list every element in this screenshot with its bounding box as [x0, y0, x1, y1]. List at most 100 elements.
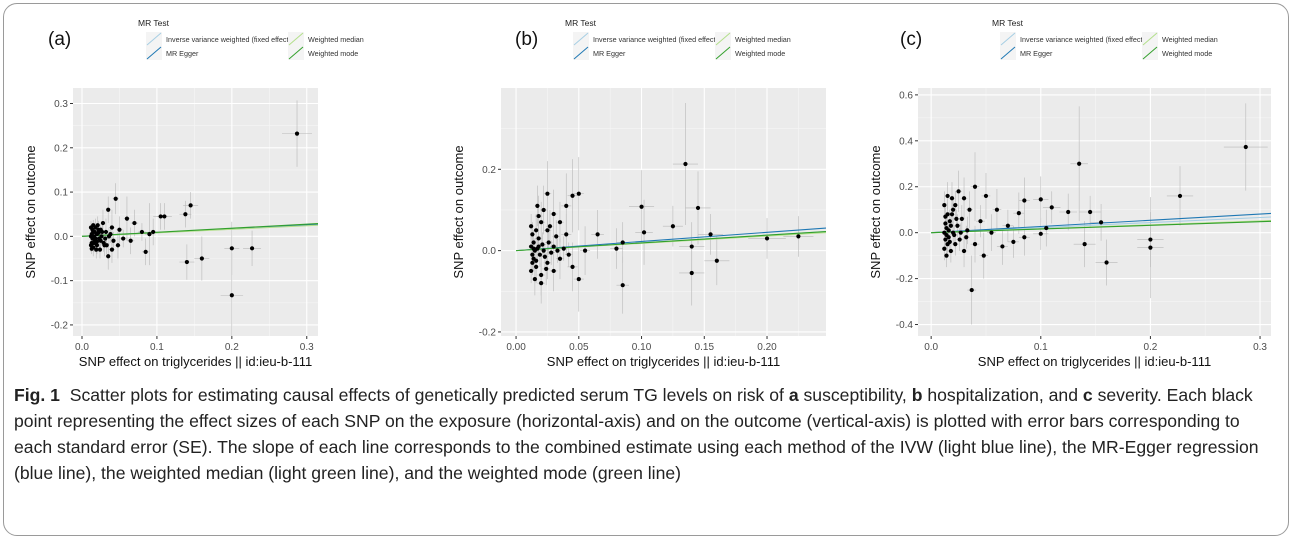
data-point	[620, 240, 625, 245]
data-point	[595, 232, 600, 237]
data-point	[532, 276, 537, 282]
data-point	[554, 234, 559, 239]
y-tick-label: 0.4	[899, 136, 913, 147]
data-point	[97, 236, 102, 241]
data-point	[549, 250, 554, 255]
data-point	[570, 264, 575, 269]
legend-entry-label: Weighted median	[1162, 35, 1218, 44]
legend-key-line	[1000, 32, 1016, 46]
data-point	[942, 246, 947, 251]
data-point	[188, 203, 193, 208]
data-point	[530, 232, 535, 237]
legend-key-line	[715, 32, 731, 46]
data-point	[566, 252, 571, 257]
data-point	[564, 232, 569, 237]
y-tick-label: -0.2	[479, 327, 497, 338]
legend-entry-label: Weighted mode	[735, 49, 785, 58]
y-axis-label: SNP effect on outcome	[451, 145, 466, 278]
data-point	[132, 220, 137, 226]
data-point	[948, 248, 953, 254]
x-tick-label: 0.0	[75, 342, 89, 353]
caption-label: Fig. 1	[14, 385, 60, 405]
data-point	[92, 229, 97, 235]
legend-key-line	[573, 32, 589, 46]
data-point	[108, 232, 113, 237]
data-point	[981, 253, 986, 258]
x-tick-label: 0.15	[695, 342, 715, 353]
data-point	[943, 214, 948, 219]
legend-key-line	[1142, 32, 1158, 46]
data-point	[948, 223, 953, 228]
legend-entry-label: Weighted median	[735, 35, 791, 44]
legend: MR Test Inverse variance weighted (fixed …	[565, 18, 791, 60]
data-point	[539, 272, 544, 278]
data-point	[1011, 239, 1016, 244]
data-point	[94, 247, 99, 252]
legend-key-line	[1000, 46, 1016, 60]
legend-entry-label: Inverse variance weighted (fixed effects…	[1020, 35, 1149, 44]
data-point	[964, 235, 969, 240]
y-tick-label: -0.4	[896, 320, 914, 331]
plot-body	[81, 100, 318, 336]
data-point	[695, 205, 701, 211]
x-tick-label: 0.3	[300, 342, 314, 353]
legend-key-line	[288, 46, 304, 60]
regression-line	[931, 220, 1271, 234]
data-point	[115, 243, 121, 248]
data-point	[534, 258, 539, 263]
data-point	[294, 131, 300, 136]
y-tick-label: 0.2	[54, 143, 68, 154]
data-point	[199, 256, 204, 261]
x-tick-label: 0.0	[924, 342, 938, 353]
data-point	[94, 239, 100, 244]
data-point	[544, 266, 549, 272]
data-point	[539, 220, 544, 225]
data-point	[983, 193, 989, 199]
data-point	[88, 234, 94, 239]
data-point	[111, 238, 116, 243]
chart-panel-c: (c) MR Test Inverse variance weighted (fix…	[868, 18, 1271, 369]
legend-key-line	[715, 46, 731, 60]
data-point	[1038, 231, 1043, 236]
regression-line	[516, 230, 826, 252]
y-tick-label: 0.2	[482, 165, 496, 176]
x-axis-label: SNP effect on triglycerides || id:ieu-b-…	[547, 354, 780, 369]
x-tick-label: 0.2	[225, 342, 239, 353]
data-point	[539, 281, 544, 286]
data-point	[978, 219, 983, 224]
legend-key-line	[573, 46, 589, 60]
data-point	[561, 246, 566, 251]
data-point	[1022, 198, 1027, 203]
data-point	[534, 228, 539, 233]
caption-letter-c: c	[1082, 385, 1093, 405]
data-point	[989, 230, 994, 235]
legend-key-line	[146, 32, 162, 46]
data-point	[530, 252, 535, 257]
chart-panel-b: (b) MR Test Inverse variance weighted (fix…	[451, 18, 826, 369]
x-tick-label: 0.05	[569, 342, 589, 353]
y-tick-label: 0.3	[54, 99, 68, 110]
y-tick-label: 0.0	[899, 228, 913, 239]
data-point	[183, 212, 188, 217]
x-tick-label: 0.20	[757, 342, 777, 353]
data-point	[139, 229, 145, 235]
data-point	[104, 243, 109, 248]
data-point	[106, 254, 111, 259]
data-point	[1082, 242, 1087, 247]
data-point	[942, 203, 947, 208]
data-point	[551, 268, 556, 274]
data-point	[943, 221, 948, 226]
x-axis-label: SNP effect on triglycerides || id:ieu-b-…	[978, 354, 1211, 369]
data-point	[1148, 237, 1153, 242]
data-point	[764, 236, 770, 241]
data-point	[949, 196, 955, 201]
legend: MR Test Inverse variance weighted (fixed …	[138, 18, 364, 60]
data-point	[1104, 260, 1109, 265]
x-tick-label: 0.10	[632, 342, 652, 353]
data-point	[531, 246, 536, 251]
data-point	[545, 260, 550, 265]
x-axis-label: SNP effect on triglycerides || id:ieu-b-…	[79, 354, 312, 369]
data-point	[249, 246, 255, 251]
caption-item-a: susceptibility,	[803, 385, 907, 405]
data-point	[945, 193, 950, 199]
